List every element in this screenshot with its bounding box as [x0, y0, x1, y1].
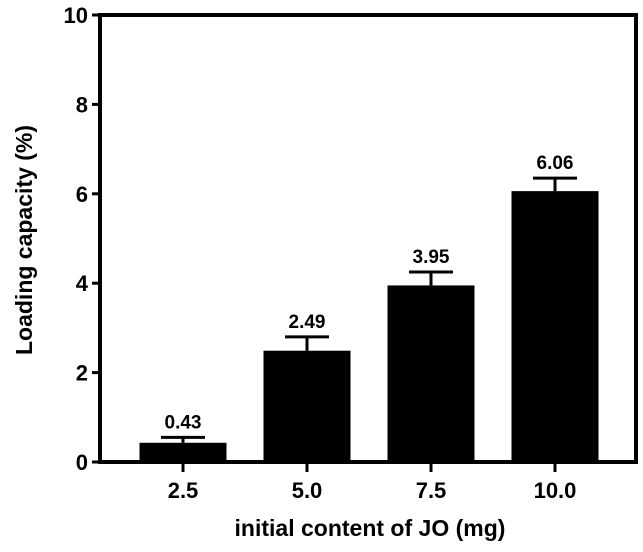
x-axis: 2.5 5.0 7.5 10.0: [168, 462, 577, 503]
value-label: 6.06: [537, 153, 574, 174]
x-tick-label: 5.0: [292, 478, 323, 503]
bar: [387, 285, 475, 462]
y-tick-label: 6: [76, 182, 88, 207]
y-tick-label: 4: [76, 271, 89, 296]
plot-frame: [98, 13, 638, 464]
y-tick-label: 2: [76, 361, 88, 386]
y-tick-label: 8: [76, 92, 88, 117]
bar: [263, 350, 351, 462]
x-tick-label: 7.5: [416, 478, 447, 503]
x-tick-label: 2.5: [168, 478, 199, 503]
plot-border: [98, 13, 638, 464]
value-label: 2.49: [289, 312, 326, 333]
y-axis-title: Loading capacity (%): [11, 125, 37, 355]
y-tick-label: 10: [64, 3, 88, 28]
x-axis-title: initial content of JO (mg): [235, 515, 506, 541]
y-tick-label: 0: [76, 450, 88, 475]
bar: [511, 191, 599, 463]
value-label: 0.43: [165, 412, 202, 433]
bar: [139, 442, 227, 462]
x-tick-label: 10.0: [534, 478, 577, 503]
y-axis: 0 2 4 6 8 10: [64, 3, 100, 475]
value-label: 3.95: [413, 247, 450, 268]
bars: 0.43 2.49 3.95 6.06: [139, 153, 599, 463]
